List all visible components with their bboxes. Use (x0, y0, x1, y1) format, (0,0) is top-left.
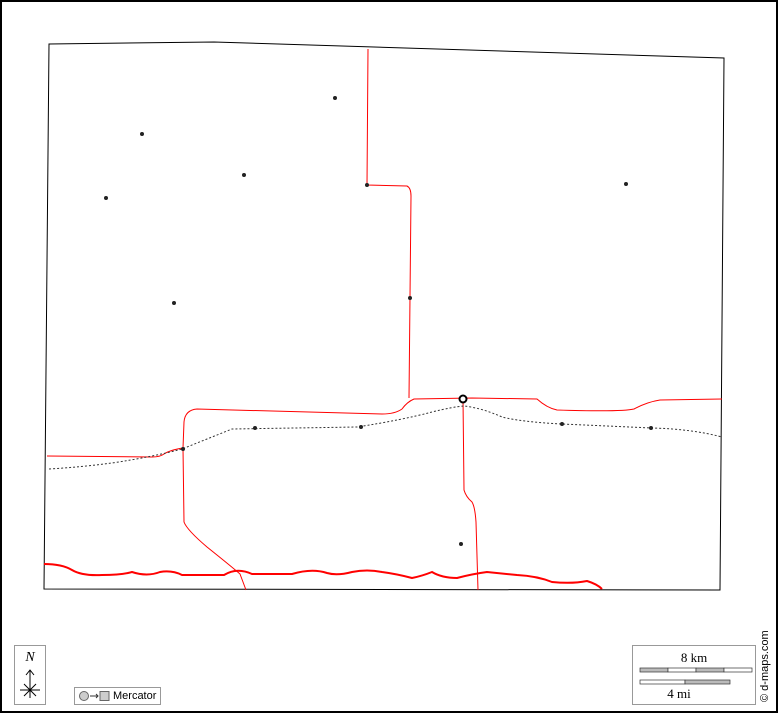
road (182, 447, 247, 591)
scale-mi-label: 4 mi (667, 686, 691, 701)
north-arrow-icon (20, 669, 40, 698)
place-dot (649, 426, 653, 430)
compass-label: N (25, 650, 35, 665)
place-dot (333, 96, 337, 100)
place-dot (104, 196, 108, 200)
railway (48, 405, 723, 470)
road (462, 398, 479, 591)
road (46, 397, 723, 458)
county-boundary (43, 41, 725, 591)
place-dot (560, 422, 564, 426)
place-dot (459, 542, 463, 546)
scale-bars (639, 667, 753, 685)
place-dot (624, 182, 628, 186)
river-road-bottom (43, 563, 603, 590)
county-seat-marker (458, 394, 468, 404)
place-dot (242, 173, 246, 177)
scale-bar: 8 km 4 mi (632, 645, 756, 705)
places (104, 96, 653, 546)
place-dot (359, 425, 363, 429)
projection-label: Mercator (113, 690, 157, 702)
circle-to-square-icon (79, 691, 110, 701)
projection-box: Mercator (74, 687, 161, 705)
road (366, 48, 412, 399)
place-dot (365, 183, 369, 187)
place-dot (140, 132, 144, 136)
scale-km-label: 8 km (680, 650, 708, 665)
place-dot (181, 447, 185, 451)
place-dot (408, 296, 412, 300)
compass: N (14, 645, 46, 705)
credit: © d-maps.com (759, 630, 771, 702)
place-dot (172, 301, 176, 305)
place-dot (253, 426, 257, 430)
